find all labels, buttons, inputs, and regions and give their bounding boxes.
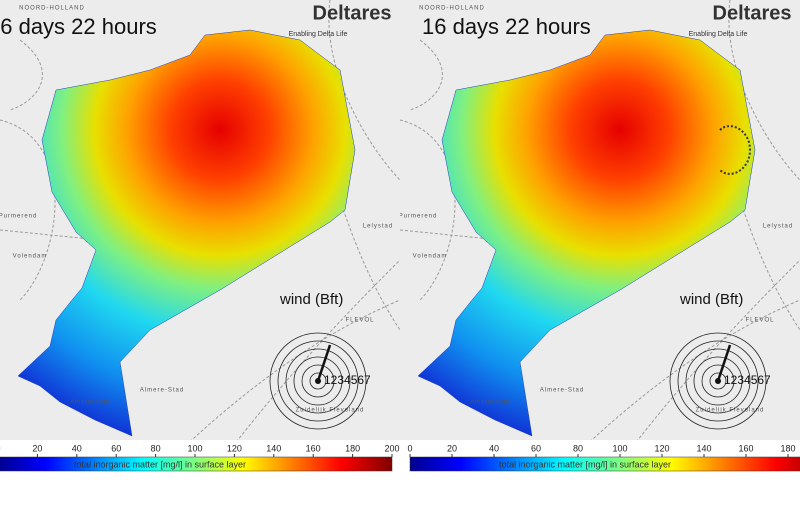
road: [339, 199, 400, 331]
road: [328, 0, 400, 181]
colorbar-tick-label: 200: [384, 443, 399, 453]
wind-ring: [685, 348, 751, 414]
logo-name: Deltares: [313, 2, 392, 24]
colorbar-tick-label: 140: [266, 443, 281, 453]
colorbar-label: total inorganic matter [mg/l] in surface…: [499, 459, 671, 469]
wind-arrow: [716, 344, 732, 382]
colorbar-label: total inorganic matter [mg/l] in surface…: [74, 459, 246, 469]
wind-ring: [709, 372, 727, 390]
colorbar-tick-label: 40: [72, 443, 82, 453]
colorbar-tick-label: 180: [780, 443, 795, 453]
wind-ring: [693, 356, 743, 406]
place-label: Volendam: [13, 254, 48, 260]
wind-ring: [269, 332, 367, 430]
colorbar-tick-label: 80: [151, 443, 161, 453]
road: [629, 259, 800, 451]
lake-concentration: [17, 29, 356, 437]
colorbar-tick-label: 0: [0, 443, 1, 453]
wind-ring: [285, 348, 351, 414]
colorbar-tick-label: 100: [612, 443, 627, 453]
colorbar-tick-label: 60: [531, 443, 541, 453]
wind-label: wind (Bft): [679, 291, 743, 308]
wind-ring: [277, 340, 359, 422]
road: [728, 0, 800, 181]
place-label: Almere-Stad: [540, 388, 584, 394]
road: [739, 199, 800, 331]
logo-tagline: Enabling Delta Life: [689, 31, 748, 38]
place-label: NOORD-HOLLAND: [19, 6, 85, 12]
wind-scale: 1234567: [324, 373, 371, 387]
place-label: Lelystad: [763, 224, 793, 230]
wind-ring: [669, 332, 767, 430]
colorbar-tick-label: 20: [32, 443, 42, 453]
wind-label: wind (Bft): [279, 291, 343, 308]
road: [9, 39, 43, 111]
place-label: Amsterdam: [470, 400, 510, 406]
wind-scale: 1234567: [724, 373, 771, 387]
colorbar-tick-label: 60: [111, 443, 121, 453]
road: [409, 39, 443, 111]
wind-ring: [677, 340, 759, 422]
logo-name: Deltares: [713, 2, 792, 24]
colorbar-tick-label: 140: [696, 443, 711, 453]
place-label: FLEVOL: [345, 318, 374, 324]
colorbar-tick-label: 0: [407, 443, 412, 453]
wind-center: [715, 378, 721, 384]
eddy: [719, 125, 752, 175]
panel: NOORD-HOLLAND FLEVOL Lelystad Volendam Purme…: [0, 0, 400, 500]
logo-tagline: Enabling Delta Life: [289, 31, 348, 38]
colorbar-tick-label: 80: [573, 443, 583, 453]
place-label: Lelystad: [363, 224, 393, 230]
wind-ring: [301, 364, 335, 398]
place-label: Almere-Stad: [140, 388, 184, 394]
wind-ring: [701, 364, 735, 398]
panel: NOORD-HOLLAND FLEVOL Lelystad Volendam Purme…: [399, 0, 800, 500]
place-label: Amsterdam: [70, 400, 110, 406]
wind-center: [315, 378, 321, 384]
time-label: 16 days 22 hours: [422, 14, 591, 39]
place-label: Purmerend: [399, 214, 438, 220]
time-label: 16 days 22 hours: [0, 14, 157, 39]
place-label: FLEVOL: [745, 318, 774, 324]
colorbar-tick-label: 120: [227, 443, 242, 453]
wind-arrow: [316, 344, 332, 382]
road: [400, 229, 501, 241]
wind-ring: [309, 372, 327, 390]
colorbar-tick-label: 40: [489, 443, 499, 453]
place-label: Volendam: [413, 254, 448, 260]
place-label: NOORD-HOLLAND: [419, 6, 485, 12]
road: [0, 229, 101, 241]
colorbar-tick-label: 160: [738, 443, 753, 453]
colorbar-tick-label: 20: [447, 443, 457, 453]
road: [400, 119, 456, 301]
lake-concentration: [417, 29, 756, 437]
colorbar-tick-label: 100: [187, 443, 202, 453]
wind-ring: [293, 356, 343, 406]
colorbar-tick-label: 120: [654, 443, 669, 453]
road: [0, 119, 56, 301]
colorbar-tick-label: 180: [345, 443, 360, 453]
place-label: Purmerend: [0, 214, 37, 220]
colorbar-tick-label: 160: [306, 443, 321, 453]
road: [229, 259, 400, 451]
